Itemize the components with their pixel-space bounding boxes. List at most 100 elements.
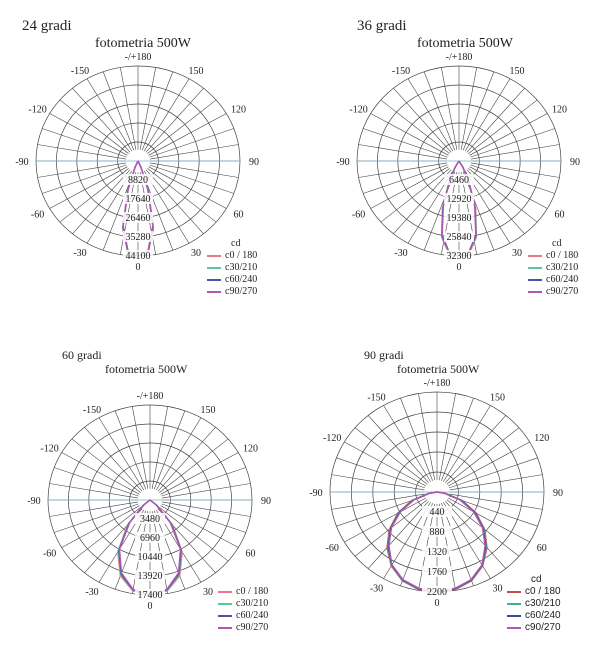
legend-item: c90/270 — [507, 622, 561, 634]
grid-spoke — [418, 393, 436, 481]
grid-spoke — [161, 467, 246, 497]
grid-spoke — [37, 162, 126, 178]
legend-item: c60/240 — [207, 274, 257, 286]
grid-spoke — [49, 483, 138, 499]
grid-spoke — [149, 128, 234, 158]
angle-label: 30 — [493, 583, 503, 594]
legend-item: c90/270 — [528, 286, 578, 298]
ring-label-bg — [422, 586, 452, 597]
legend-item: c60/240 — [528, 274, 578, 286]
grid-spoke — [370, 113, 449, 156]
angle-label: -90 — [15, 157, 28, 168]
grid-spoke — [468, 99, 538, 154]
legend: cd c0 / 180 c30/210 c60/240 c90/270 — [528, 238, 578, 298]
polar-plot: -/+180 150 120 90 60 30 0 -30 -60 -90 -120 -150 3480… — [27, 391, 271, 612]
legend-item: c0 / 180 — [207, 250, 257, 262]
angle-label: 90 — [261, 496, 271, 507]
grid-spoke — [148, 113, 227, 156]
grid-spoke — [447, 497, 530, 543]
angle-label: -150 — [71, 66, 89, 77]
angle-label: -60 — [31, 210, 44, 221]
angle-label: 0 — [435, 598, 440, 609]
angle-label: 90 — [553, 488, 563, 499]
grid-spoke — [358, 144, 447, 160]
grid-spoke — [344, 497, 427, 543]
chart-title: 90 gradi — [364, 348, 404, 362]
grid-spoke — [380, 168, 450, 223]
grid-spoke — [393, 169, 452, 234]
legend-unit: cd — [552, 238, 562, 249]
ring-label-bg — [444, 174, 474, 185]
ring-label: 880 — [430, 527, 445, 538]
grid-spoke — [149, 164, 234, 194]
chart-subtitle: fotometria 500W — [95, 36, 192, 51]
chart-subtitle: fotometria 500W — [417, 36, 514, 51]
grid-spoke — [367, 500, 429, 569]
legend-label: c60/240 — [236, 610, 269, 621]
angle-label: 0 — [136, 262, 141, 273]
angle-label: 150 — [490, 393, 505, 404]
grid-spoke — [150, 162, 239, 178]
grid-spoke — [470, 164, 555, 194]
polar-chart-24: 24 gradi fotometria 500W -/+180 150 120 90 6… — [0, 0, 300, 320]
grid-spoke — [153, 410, 186, 490]
grid-spoke — [354, 427, 428, 485]
ring-label: 1320 — [427, 547, 447, 558]
grid-spoke — [331, 493, 425, 510]
chart-subtitle: fotometria 500W — [397, 362, 480, 376]
grid-spoke — [162, 501, 251, 517]
ring-label: 6460 — [449, 175, 469, 186]
grid-spoke — [468, 168, 538, 223]
ring-label: 10440 — [138, 552, 163, 563]
grid-spoke — [363, 128, 448, 158]
grid-spoke — [466, 88, 525, 153]
grid-spoke — [161, 503, 246, 533]
grid-spoke — [383, 405, 431, 482]
grid-spoke — [150, 144, 239, 160]
grid-spoke — [407, 78, 454, 152]
grid-spoke — [59, 168, 129, 223]
grid-spoke — [464, 78, 511, 152]
ring-label-bg — [444, 250, 474, 261]
angle-label: -120 — [28, 105, 46, 116]
legend-label: c0 / 180 — [525, 586, 561, 597]
angle-label: 150 — [189, 66, 204, 77]
grid-spoke — [49, 501, 138, 517]
legend-label: c0 / 180 — [236, 586, 269, 597]
grid-spoke — [151, 406, 169, 489]
legend-swatch — [528, 255, 542, 257]
ring-label-bg — [123, 193, 153, 204]
ring-label: 32300 — [447, 251, 472, 262]
grid-spoke — [157, 427, 216, 492]
grid-spoke — [344, 441, 427, 487]
grid-spoke — [423, 71, 456, 151]
legend-label: c0 / 180 — [225, 250, 258, 261]
grid-spoke — [148, 166, 227, 209]
legend-swatch — [218, 591, 232, 593]
ring-label: 26460 — [126, 213, 151, 224]
grid-spoke — [446, 427, 520, 485]
angle-label: 30 — [512, 248, 522, 259]
polar-plot: -/+180 150 120 90 60 30 0 -30 -60 -90 -120 -150 8820… — [15, 52, 259, 273]
legend-item: c30/210 — [507, 598, 561, 610]
angle-label: 0 — [148, 601, 153, 612]
ring-label-bg — [135, 570, 165, 581]
grid-spoke — [98, 417, 145, 491]
grid-spoke — [155, 417, 202, 491]
angle-label: 90 — [249, 157, 259, 168]
ring-label-bg — [444, 231, 474, 242]
grid-spoke — [469, 113, 548, 156]
grid-spoke — [358, 162, 447, 178]
legend-swatch — [207, 291, 221, 293]
legend-label: c90/270 — [225, 286, 258, 297]
angle-label: 60 — [554, 210, 564, 221]
legend-item: c90/270 — [218, 622, 268, 634]
grid-spoke — [86, 78, 133, 152]
angle-label: -/+180 — [424, 378, 451, 389]
grid-spoke — [460, 67, 478, 150]
grid-spoke — [445, 500, 507, 569]
angle-label: 120 — [534, 433, 549, 444]
legend: c0 / 180 c30/210 c60/240 c90/270 — [218, 586, 268, 634]
legend-item: c90/270 — [207, 286, 257, 298]
angle-label: 150 — [201, 405, 216, 416]
